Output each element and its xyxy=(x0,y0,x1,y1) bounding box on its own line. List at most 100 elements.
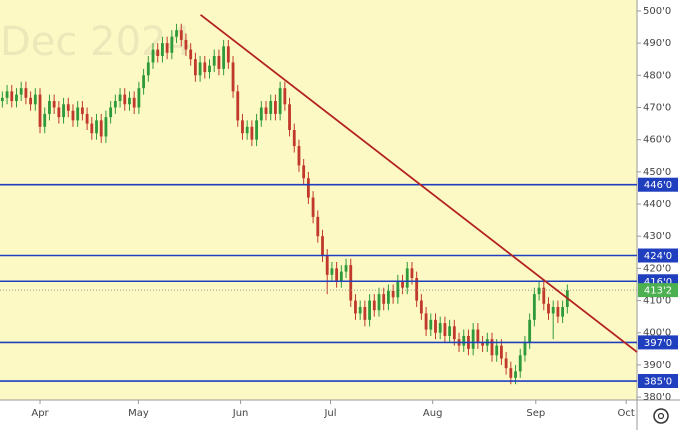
x-tick-label: Oct xyxy=(618,408,635,419)
candle-body xyxy=(24,88,28,98)
candle-body xyxy=(302,165,306,179)
candle-body xyxy=(156,49,160,56)
candle-body xyxy=(142,75,146,89)
candle-body xyxy=(354,300,357,314)
x-tick-label: May xyxy=(128,408,149,419)
candle-body xyxy=(551,306,555,314)
level-label: 397'0 xyxy=(644,338,672,349)
y-tick-label: 450'0 xyxy=(643,167,671,178)
x-tick-label: Aug xyxy=(423,408,443,419)
candle-body xyxy=(556,306,560,317)
candle-body xyxy=(217,55,221,69)
candle-body xyxy=(269,101,273,114)
candle-body xyxy=(283,88,287,105)
candle-body xyxy=(311,197,315,217)
y-tick-label: 410'0 xyxy=(643,296,671,307)
candle-body xyxy=(175,30,178,37)
candle-body xyxy=(80,107,84,114)
candle-body xyxy=(203,62,207,73)
candle-body xyxy=(443,323,447,336)
candle-body xyxy=(76,107,80,121)
candle-body xyxy=(419,300,423,314)
candle-body xyxy=(132,97,136,108)
candle-body xyxy=(377,294,381,311)
candle-body xyxy=(38,94,42,127)
candle-body xyxy=(90,123,94,134)
level-label-box xyxy=(638,177,678,192)
candle-body xyxy=(62,104,65,118)
candle-body xyxy=(481,342,484,346)
candle-body xyxy=(509,368,513,378)
candle-body xyxy=(274,101,277,114)
candle-body xyxy=(161,43,164,56)
candle-body xyxy=(401,281,404,288)
candle-body xyxy=(245,126,249,134)
candle-body xyxy=(339,271,343,282)
candle-body xyxy=(561,306,565,317)
x-tick-label: Sep xyxy=(526,408,545,419)
candle-body xyxy=(471,329,475,349)
level-label: 446'0 xyxy=(644,180,672,191)
candle-body xyxy=(57,107,61,118)
candle-body xyxy=(316,216,320,237)
candle-body xyxy=(452,326,456,340)
x-tick-label: Apr xyxy=(31,408,49,419)
candle-body xyxy=(179,30,183,40)
candle-body xyxy=(335,268,339,282)
candle-body xyxy=(184,39,188,50)
trend-line xyxy=(200,14,638,353)
candle-body xyxy=(109,107,113,118)
candle-body xyxy=(387,290,390,304)
candle-body xyxy=(410,268,414,279)
candle-body xyxy=(325,255,329,275)
candle-body xyxy=(518,355,522,372)
y-tick-label: 470'0 xyxy=(643,102,671,113)
candle-body xyxy=(363,306,367,320)
candle-body xyxy=(208,65,211,73)
candle-body xyxy=(405,268,409,288)
gear-icon[interactable] xyxy=(653,408,669,424)
y-tick-label: 380'0 xyxy=(643,392,671,403)
x-tick-label: Jul xyxy=(323,408,336,419)
last-price-box xyxy=(638,283,678,298)
candle-body xyxy=(189,49,193,60)
candle-body xyxy=(241,120,244,134)
candle-body xyxy=(113,101,117,108)
candle-body xyxy=(424,313,428,330)
level-label-box xyxy=(638,335,678,350)
candle-body xyxy=(528,319,532,343)
candle-body xyxy=(33,94,37,105)
y-tick-label: 460'0 xyxy=(643,135,671,146)
candle-body xyxy=(490,339,494,356)
candle-body xyxy=(5,91,9,98)
candle-body xyxy=(391,290,395,298)
candle-body xyxy=(255,120,259,140)
y-tick-label: 490'0 xyxy=(643,38,671,49)
candle-body xyxy=(15,94,18,102)
candle-body xyxy=(193,59,197,76)
candle-body xyxy=(137,88,141,108)
candle-body xyxy=(321,236,324,256)
candle-body xyxy=(434,319,437,333)
candle-body xyxy=(212,55,216,66)
y-tick-label: 500'0 xyxy=(643,6,671,17)
x-tick-label: Jun xyxy=(232,408,249,419)
candle-body xyxy=(330,268,334,275)
candle-body xyxy=(547,303,550,314)
candle-body xyxy=(66,104,70,111)
candle-body xyxy=(542,287,546,304)
candle-body xyxy=(19,88,23,95)
y-tick-label: 420'0 xyxy=(643,263,671,274)
candle-body xyxy=(236,91,240,121)
candle-body xyxy=(306,178,310,198)
gear-hub[interactable] xyxy=(657,412,665,420)
candle-body xyxy=(104,117,108,137)
candle-body xyxy=(368,300,371,320)
candle-body xyxy=(48,101,51,114)
candle-body xyxy=(499,345,503,359)
candle-body xyxy=(85,113,89,124)
candle-body xyxy=(118,94,122,102)
candle-body xyxy=(259,107,263,121)
settings-button[interactable] xyxy=(653,408,669,424)
